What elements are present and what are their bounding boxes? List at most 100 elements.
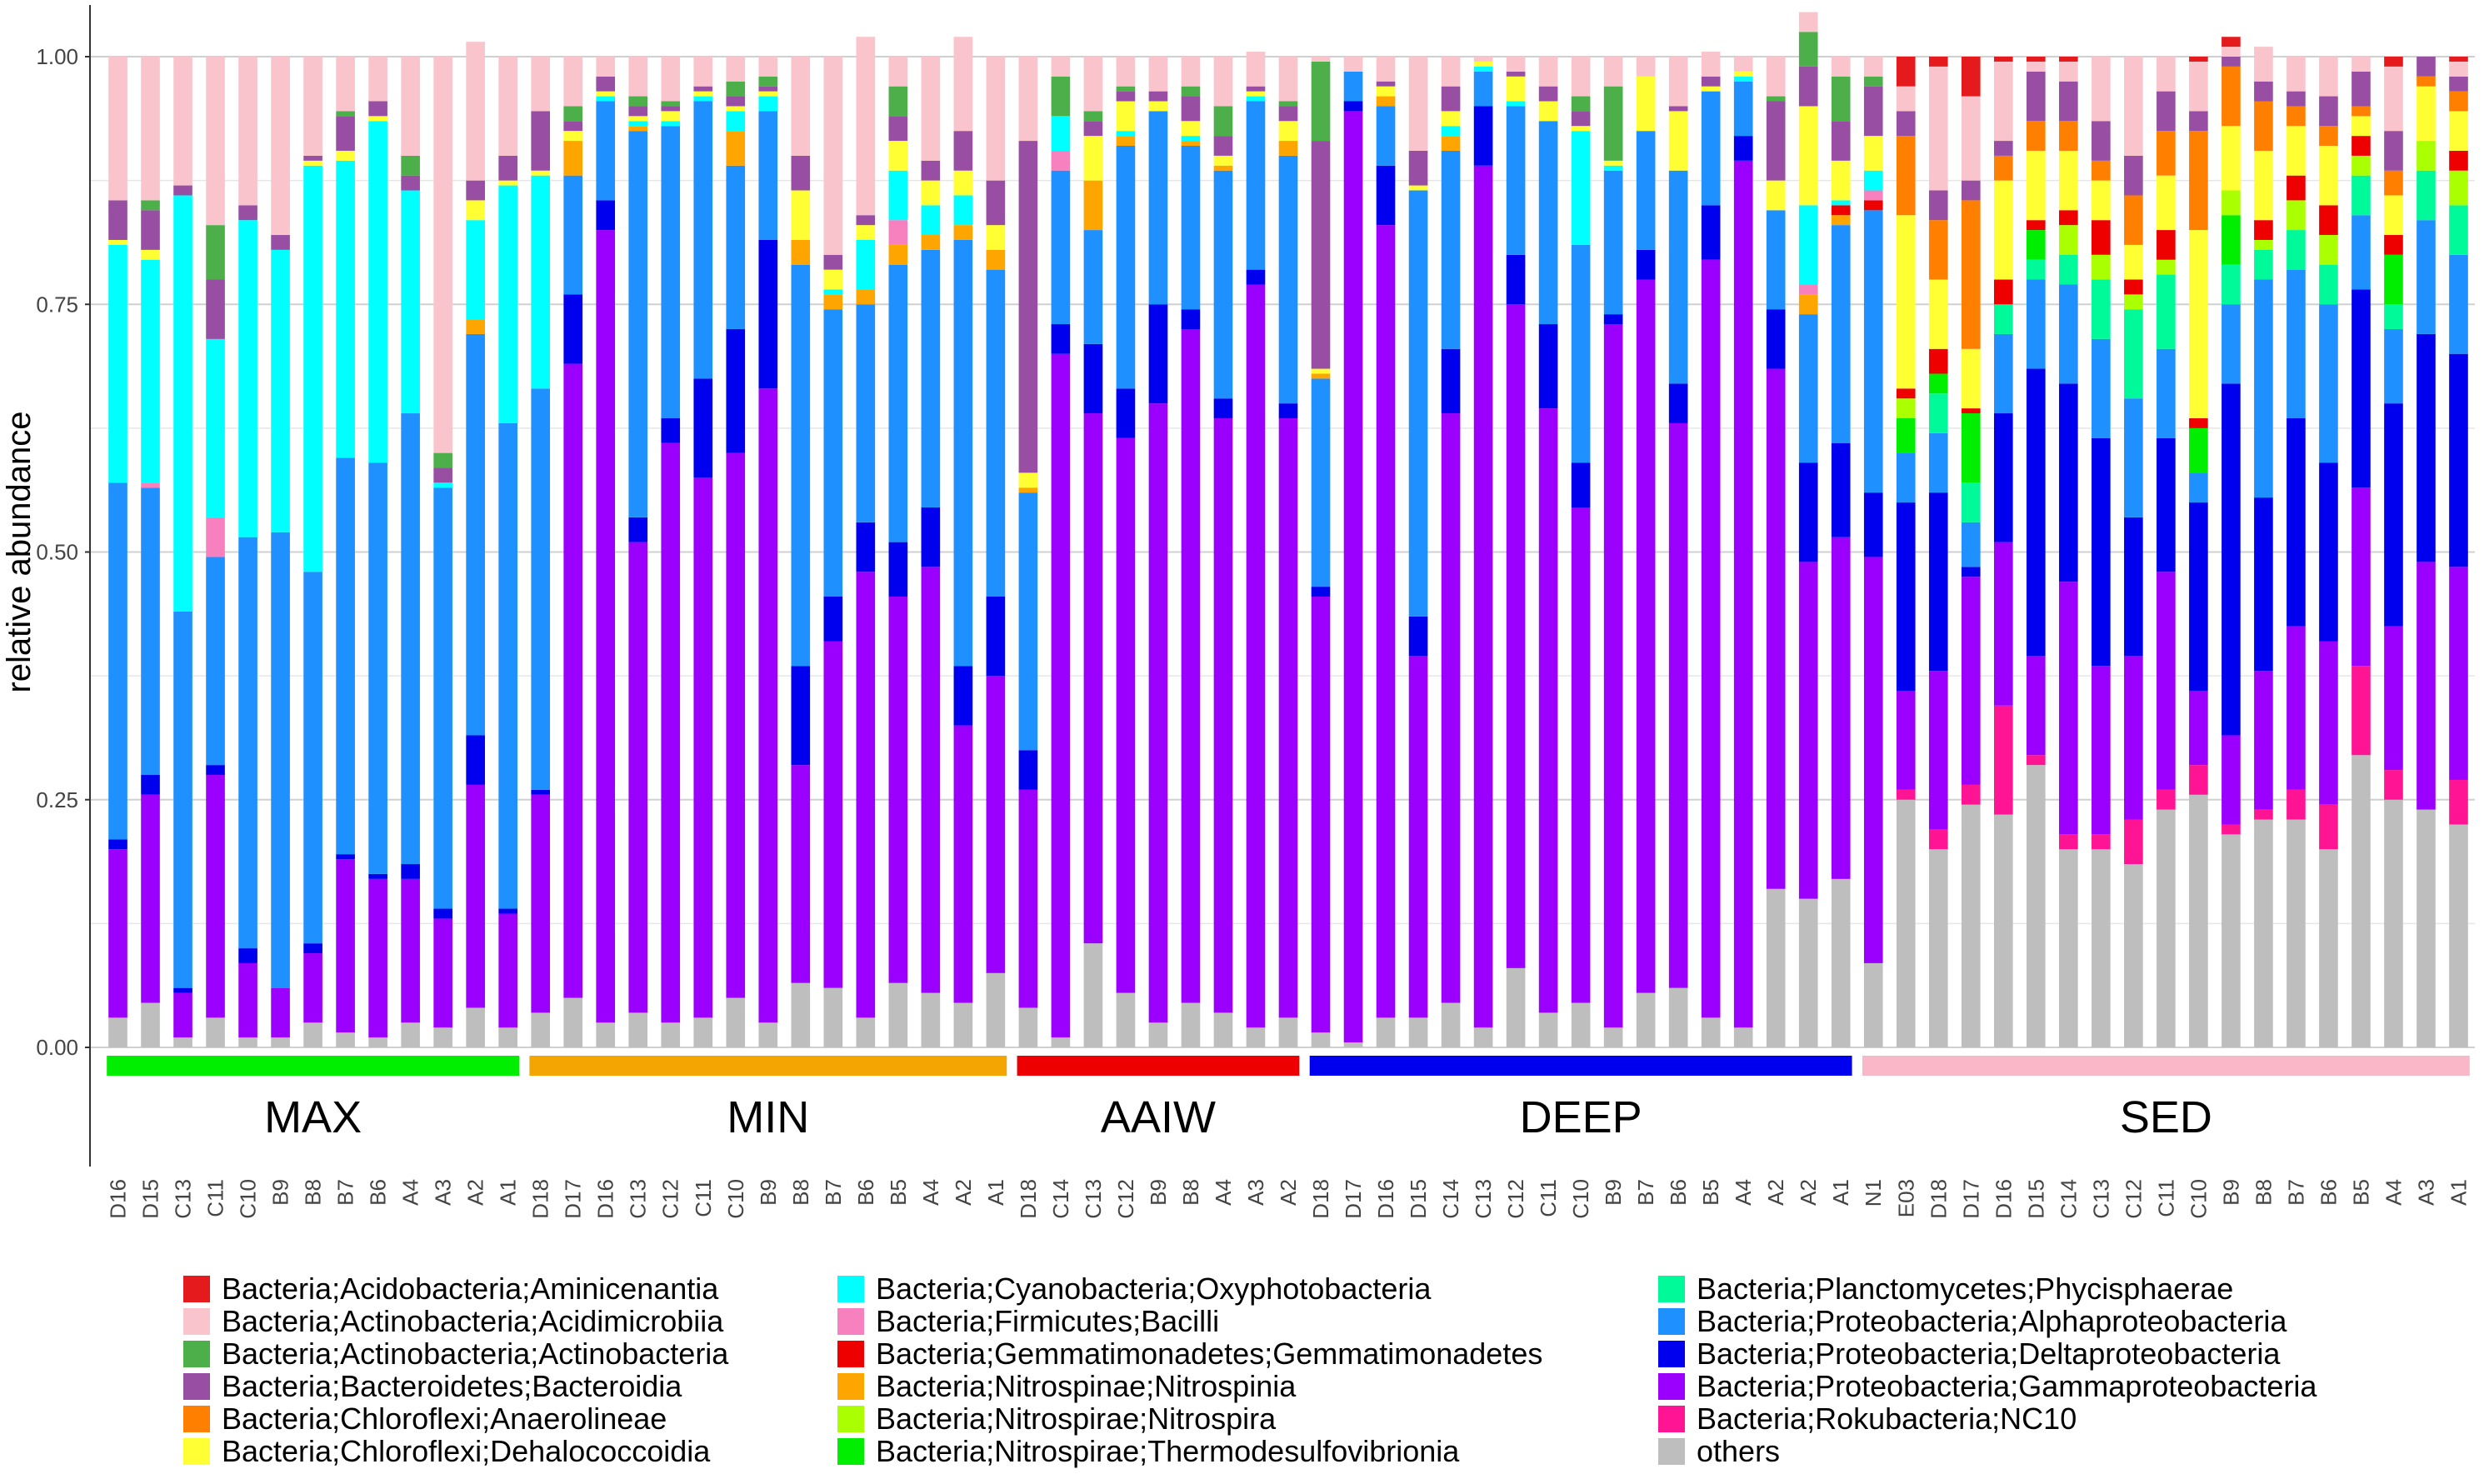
bar-segment [1798,284,1818,295]
bar-segment [1798,898,1818,1047]
bar-segment [1961,567,1981,577]
bar-segment [466,319,485,334]
bar-segment [108,849,127,1018]
bar-segment [1376,225,1396,1018]
bar-segment [2352,215,2371,290]
group-bar-deep [1309,1056,1852,1076]
bar-segment [498,155,517,181]
bar-segment [1018,472,1038,488]
bar-segment [596,230,616,1023]
bar-segment [726,165,746,329]
bar-segment [2157,437,2176,572]
bar-segment [2092,160,2111,181]
bar-segment [1181,57,1201,87]
bar-segment [1441,1002,1461,1047]
bar-segment [1148,304,1168,404]
bar-segment [1311,378,1331,587]
bar-segment [1083,343,1103,414]
bar-segment [1181,86,1201,97]
bar-SED-D15 [2027,57,2046,1047]
bar-segment [628,116,648,122]
bar-segment [1246,86,1266,92]
y-tick-label: 0.50 [36,540,78,565]
bar-segment [2352,71,2371,107]
bar-segment [1766,210,1786,310]
bar-segment [2319,126,2338,147]
bar-segment [1668,106,1688,112]
legend-label: Bacteria;Chloroflexi;Anaerolineae [222,1401,667,1436]
bar-segment [2287,200,2306,231]
x-tick-label: B6 [1666,1179,1691,1206]
bar-SED-A4 [2384,57,2403,1047]
legend-swatch [183,1405,210,1432]
bar-segment [1408,57,1428,151]
bar-segment [1831,215,1851,226]
bar-segment [628,96,648,107]
bar-segment [1376,106,1396,166]
bar-segment [2384,170,2403,196]
bar-segment [433,487,452,909]
x-tick-label: C14 [1438,1179,1463,1219]
bar-segment [1571,96,1591,112]
bar-segment [1636,57,1656,77]
bar-segment [1571,131,1591,245]
bar-segment [2319,57,2338,97]
bar-segment [1636,131,1656,250]
x-tick-label: B5 [2348,1179,2373,1206]
x-tick-label: B7 [821,1179,846,1206]
bar-segment [2319,849,2338,1047]
bar-segment [2384,770,2403,800]
x-tick-label: B6 [853,1179,878,1206]
bar-segment [531,789,550,795]
bar-DEEP-B6 [1668,57,1688,1047]
bar-segment [1961,482,1981,522]
bar-segment [2222,834,2241,1047]
bar-segment [1993,705,2013,815]
bar-segment [628,57,648,97]
bar-segment [1798,106,1818,206]
legend-item: Bacteria;Gemmatimonadetes;Gemmatimonadet… [837,1337,1658,1371]
bar-segment [1213,1012,1233,1047]
bar-segment [1408,616,1428,657]
bar-segment [1181,141,1201,147]
bar-segment [531,388,550,790]
y-tick-labels: 0.00 0.25 0.50 0.75 1.00 [36,44,90,1060]
bar-segment [986,249,1006,270]
bar-segment [1896,502,1916,691]
bar-segment [1831,200,1851,206]
bar-segment [953,131,973,171]
bar-segment [173,57,192,186]
bar-segment [173,185,192,196]
bar-segment [856,225,876,240]
bar-segment [2352,666,2371,756]
bar-segment [1376,96,1396,107]
bar-segment [1181,121,1201,137]
bar-segment [2384,328,2403,404]
bar-segment [2222,824,2241,835]
bar-segment [368,878,387,1038]
bar-segment [2319,304,2338,463]
bar-segment [2059,81,2078,122]
bar-DEEP-B5 [1701,52,1721,1047]
bar-segment [2124,279,2143,295]
bar-segment [2027,121,2046,151]
legend-label: Bacteria;Firmicutes;Bacilli [876,1303,1220,1338]
bar-SED-B5 [2352,57,2371,1047]
bar-segment [2449,254,2468,354]
bar-segment [2124,57,2143,156]
bar-segment [1441,413,1461,1003]
bar-segment [1408,185,1428,191]
bar-segment [596,91,616,97]
bar-segment [303,943,322,954]
bar-segment [2157,789,2176,810]
bar-segment [1473,165,1493,1028]
x-tick-label: A2 [1276,1179,1301,1206]
bar-MIN-B8 [791,57,811,1047]
bar-segment [1473,71,1493,107]
bar-segment [1571,244,1591,463]
x-tick-label: B7 [333,1179,358,1206]
x-tick-label: D15 [1406,1179,1431,1219]
bar-segment [563,57,583,107]
bar-segment [1993,333,2013,414]
bar-segment [2287,789,2306,820]
